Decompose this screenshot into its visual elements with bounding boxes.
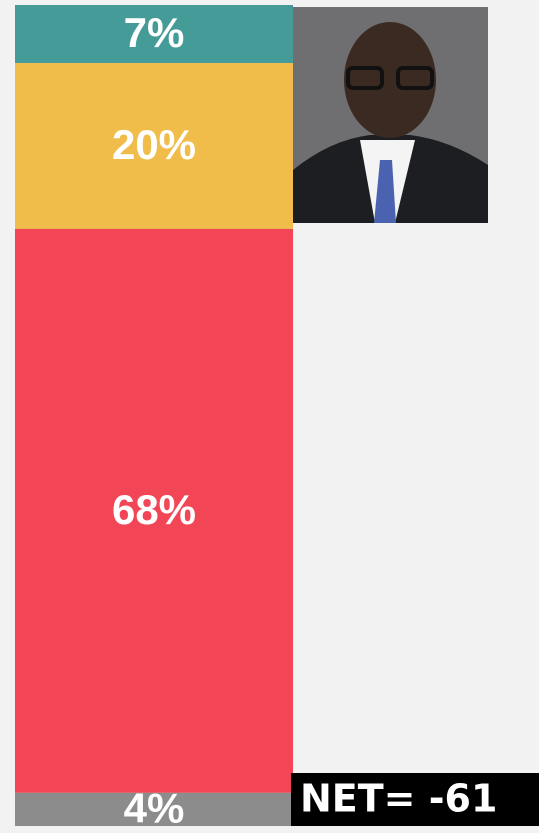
face (344, 22, 436, 138)
net-label: NET= -61 (300, 777, 497, 821)
chart: 7% 20% 68% 4% NET= -61 (0, 0, 539, 833)
bar-stack: 7% 20% 68% 4% (15, 5, 293, 832)
data-label: 20% (112, 121, 196, 168)
data-label: 4% (124, 785, 185, 832)
portrait (293, 7, 488, 223)
data-label: 7% (124, 9, 185, 56)
page: 7%20%68%4% NET= -61 (() => { const data … (0, 0, 539, 833)
data-label: 68% (112, 486, 196, 533)
